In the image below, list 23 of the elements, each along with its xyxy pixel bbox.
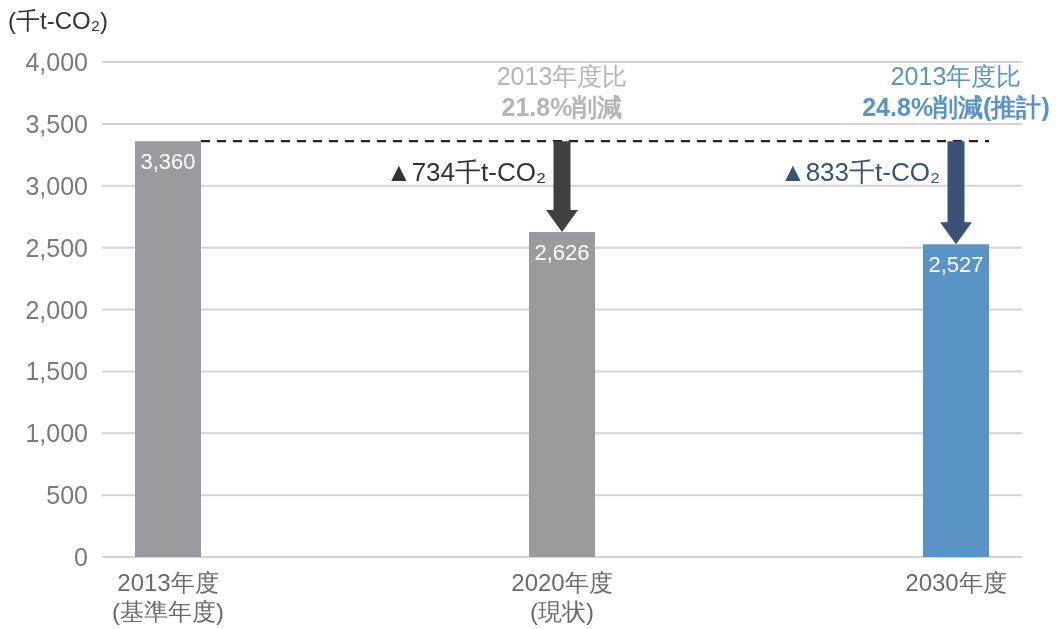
y-tick-label: 2,500: [25, 233, 88, 262]
y-tick-label: 1,500: [25, 357, 88, 386]
bar: [529, 232, 595, 557]
y-tick-label: 0: [74, 543, 88, 571]
y-tick-label: 4,000: [25, 48, 88, 76]
y-tick-label: 2,000: [25, 295, 88, 324]
annotation: 2013年度比 24.8%削減(推計): [862, 61, 1050, 121]
y-tick-label: 500: [46, 481, 88, 510]
annotation: ▲833千t-CO₂: [779, 157, 940, 188]
x-tick-label: 2030年度: [905, 569, 1007, 596]
x-tick-label: 2013年度 (基準年度): [112, 569, 224, 625]
x-tick-label: 2020年度 (現状): [511, 569, 613, 625]
y-tick-label: 1,000: [25, 419, 88, 448]
y-tick-label: 3,500: [25, 109, 88, 138]
bar: [923, 244, 989, 557]
annotation: ▲734千t-CO₂: [385, 157, 546, 188]
y-axis-title: (千t-CO₂): [8, 7, 108, 34]
data-label: 2,626: [534, 239, 590, 265]
annotation: 2013年度比 21.8%削減: [496, 61, 628, 121]
data-label: 3,360: [140, 148, 196, 174]
data-label: 2,527: [928, 251, 984, 277]
y-tick-label: 3,000: [25, 171, 88, 200]
bar: [135, 141, 201, 557]
